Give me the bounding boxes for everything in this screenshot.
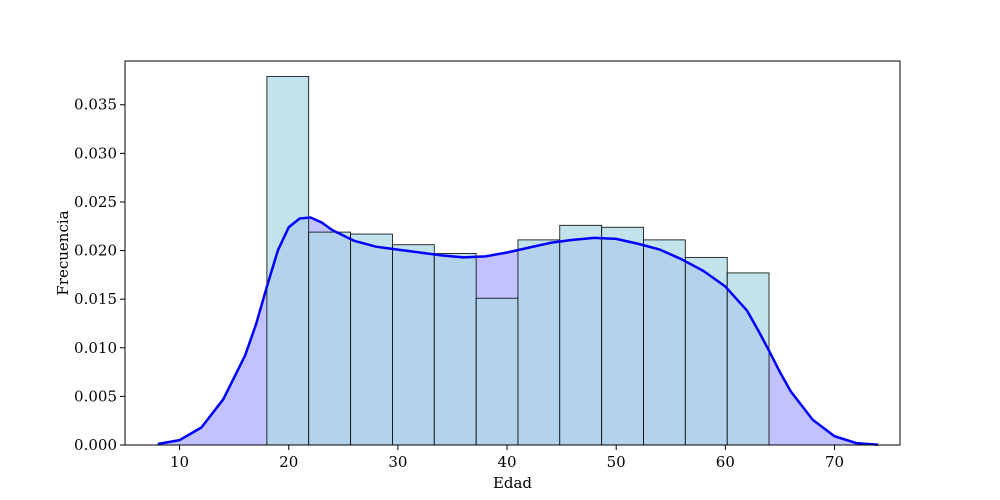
histogram-bar [684, 256, 728, 446]
y-tick-label: 0.010 [74, 339, 117, 357]
x-tick-label: 70 [825, 453, 844, 471]
plot-frame [124, 60, 901, 446]
x-tick-label: 20 [279, 453, 298, 471]
x-tick-label: 30 [388, 453, 407, 471]
histogram-bar [726, 272, 770, 446]
y-tick-label: 0.025 [74, 193, 117, 211]
y-tick-label: 0.030 [74, 144, 117, 162]
histogram-bar [308, 231, 352, 446]
histogram-bar [559, 224, 603, 446]
y-axis-label: Frecuencia [54, 210, 72, 295]
histogram-bar [266, 76, 310, 446]
x-axis-ticks: 10 20 30 40 50 60 70 [170, 445, 844, 471]
y-tick-label: 0.035 [74, 96, 117, 114]
x-tick-label: 60 [716, 453, 735, 471]
kde-line-layer [157, 216, 879, 446]
y-tick-label: 0.015 [74, 290, 117, 308]
y-axis-ticks: 0.000 0.005 0.010 0.015 0.020 0.025 0.030 0.035 [74, 96, 125, 454]
y-tick-label: 0.020 [74, 242, 117, 260]
histogram-bar [601, 226, 644, 446]
histogram-bar [517, 239, 561, 446]
x-tick-label: 10 [170, 453, 189, 471]
histogram-bar [350, 233, 393, 446]
y-tick-label: 0.005 [74, 387, 117, 405]
kde-line [157, 216, 879, 446]
x-tick-label: 50 [607, 453, 626, 471]
histogram-bar [433, 253, 477, 446]
histogram-bar [392, 244, 435, 446]
x-tick-label: 40 [497, 453, 516, 471]
x-axis-label: Edad [493, 474, 532, 492]
y-tick-label: 0.000 [74, 436, 117, 454]
histogram-bar [475, 297, 519, 446]
histogram-bar [643, 239, 686, 446]
